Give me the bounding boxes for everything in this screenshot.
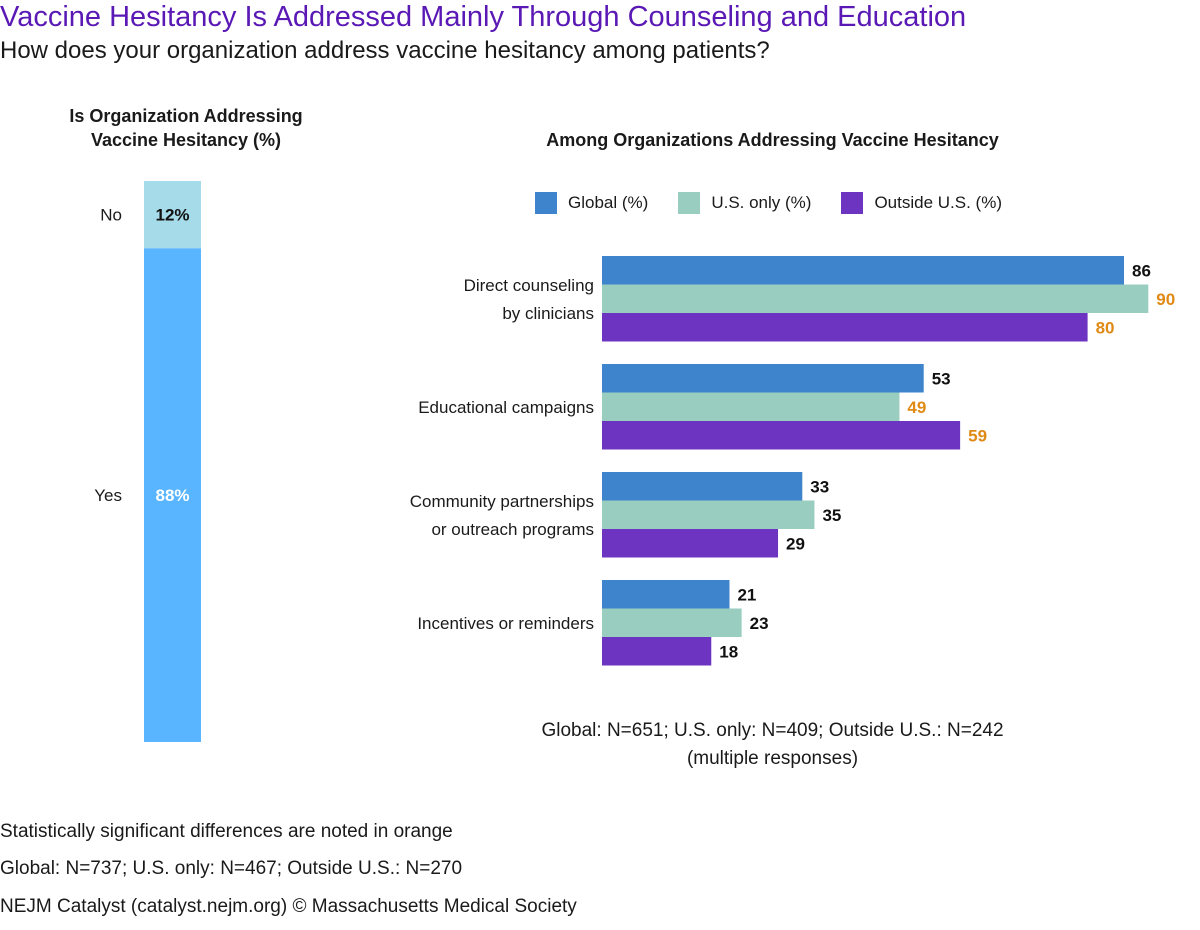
category-label-community-partnerships-or-outreach-programs-line2: or outreach programs [431,520,594,539]
legend-swatch-global [535,192,557,214]
category-label-educational-campaigns: Educational campaigns [418,398,594,417]
bar-direct-counseling-by-clinicians-outside-u-s [602,313,1088,342]
category-label-direct-counseling-by-clinicians-line1: Direct counseling [464,276,594,295]
stack-category-label-yes: Yes [94,486,122,505]
bar-community-partnerships-or-outreach-programs-global [602,472,803,501]
bar-educational-campaigns-global [602,364,924,393]
bar-community-partnerships-or-outreach-programs-outside-u-s [602,529,779,558]
bar-value-label-community-partnerships-or-outreach-programs-outside-u-s: 29 [786,534,805,553]
legend-label-outside-us: Outside U.S. (%) [874,193,1002,212]
left-panel-title-line2: Vaccine Hesitancy (%) [90,130,282,150]
bar-value-label-community-partnerships-or-outreach-programs-global: 33 [810,477,829,496]
footnote-source: NEJM Catalyst (catalyst.nejm.org) © Mass… [0,896,577,917]
bar-incentives-or-reminders-u-s-only [602,608,742,637]
stack-segment-no [144,181,201,249]
bar-value-label-direct-counseling-by-clinicians-u-s-only: 90 [1156,290,1175,309]
stack-category-label-no: No [100,206,122,225]
right-panel-sample-line2: (multiple responses) [686,748,859,769]
stack-segment-yes [144,248,201,742]
bar-value-label-educational-campaigns-u-s-only: 49 [907,398,926,417]
chart-subtitle: How does your organization address vacci… [0,37,770,64]
bar-educational-campaigns-outside-u-s [602,421,961,450]
bar-value-label-incentives-or-reminders-u-s-only: 23 [750,614,769,633]
bar-direct-counseling-by-clinicians-u-s-only [602,284,1149,313]
bar-value-label-educational-campaigns-global: 53 [932,369,951,388]
left-panel-title: Is Organization Addressing Vaccine Hesit… [30,104,342,152]
legend-item-outside-us: Outside U.S. (%) [841,192,1002,214]
chart-title: Vaccine Hesitancy Is Addressed Mainly Th… [0,1,967,33]
stack-value-label-no: 12% [155,206,189,225]
right-panel-sample-note: Global: N=651; U.S. only: N=409; Outside… [470,717,1075,773]
bar-value-label-direct-counseling-by-clinicians-outside-u-s: 80 [1096,318,1115,337]
bar-incentives-or-reminders-outside-u-s [602,637,712,666]
legend-item-us-only: U.S. only (%) [678,192,811,214]
legend: Global (%) U.S. only (%) Outside U.S. (%… [535,191,1032,215]
bar-community-partnerships-or-outreach-programs-u-s-only [602,500,815,529]
bar-direct-counseling-by-clinicians-global [602,256,1125,285]
bar-value-label-incentives-or-reminders-global: 21 [737,585,756,604]
legend-label-us-only: U.S. only (%) [711,193,812,212]
bar-value-label-community-partnerships-or-outreach-programs-u-s-only: 35 [822,506,841,525]
right-panel-sample-line1: Global: N=651; U.S. only: N=409; Outside… [541,720,1004,741]
left-panel-title-line1: Is Organization Addressing [69,106,303,126]
footnote-significance: Statistically significant differences ar… [0,821,453,842]
legend-label-global: Global (%) [568,193,649,212]
legend-swatch-outside-us [841,192,864,214]
legend-swatch-us-only [678,192,701,214]
bar-incentives-or-reminders-global [602,580,730,609]
bar-value-label-educational-campaigns-outside-u-s: 59 [968,426,987,445]
bar-educational-campaigns-u-s-only [602,392,900,421]
bar-value-label-direct-counseling-by-clinicians-global: 86 [1132,261,1151,280]
bar-value-label-incentives-or-reminders-outside-u-s: 18 [719,642,738,661]
right-panel-title: Among Organizations Addressing Vaccine H… [546,130,999,150]
category-label-direct-counseling-by-clinicians-line2: by clinicians [502,304,594,323]
legend-item-global: Global (%) [535,192,648,214]
stack-value-label-yes: 88% [155,486,189,505]
category-label-incentives-or-reminders: Incentives or reminders [417,614,594,633]
footnote-sample: Global: N=737; U.S. only: N=467; Outside… [0,858,463,879]
category-label-community-partnerships-or-outreach-programs-line1: Community partnerships [410,492,594,511]
